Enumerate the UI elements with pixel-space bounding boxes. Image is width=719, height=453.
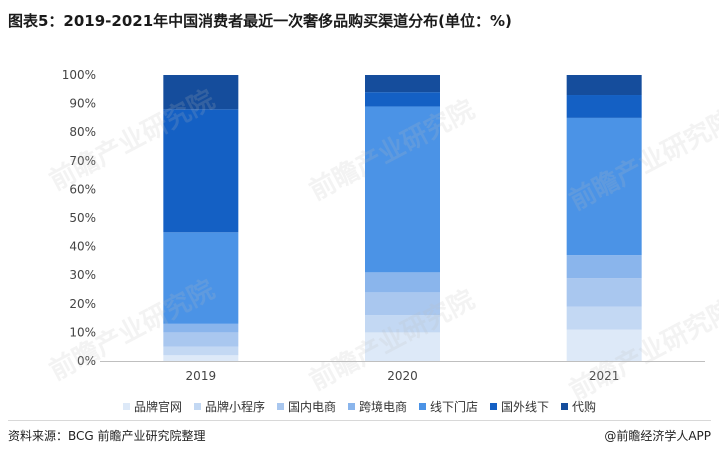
bar-segment	[365, 92, 440, 107]
legend-label: 国内电商	[287, 400, 336, 414]
x-tick-label: 2021	[589, 369, 620, 383]
legend-swatch	[347, 403, 355, 410]
bar-segment	[163, 232, 239, 324]
legend-swatch	[561, 403, 569, 410]
bar-segment	[365, 315, 440, 333]
legend-item: 代购	[561, 398, 596, 415]
y-tick-label: 60%	[69, 182, 96, 196]
y-tick-label: 40%	[69, 240, 96, 254]
y-tick-label: 10%	[69, 325, 96, 339]
source-note: 资料来源：BCG 前瞻产业研究院整理	[8, 429, 206, 443]
bar-segment	[566, 306, 642, 330]
x-tick-label: 2020	[387, 369, 418, 383]
x-tick-label: 2019	[186, 369, 217, 383]
publisher-credit: @前瞻经济学人APP	[604, 429, 711, 443]
bar-segment	[365, 292, 440, 316]
bar-segment	[566, 117, 642, 256]
bar-segment	[163, 332, 239, 347]
y-tick-label: 80%	[69, 125, 96, 139]
legend-item: 国内电商	[276, 398, 336, 415]
chart-title: 图表5：2019-2021年中国消费者最近一次奢侈品购买渠道分布(单位：%)	[8, 12, 512, 30]
bar-segment	[365, 75, 440, 93]
y-tick-label: 90%	[69, 97, 96, 111]
legend-label: 代购	[572, 400, 597, 414]
bar-segment	[566, 255, 642, 279]
legend-label: 跨境电商	[358, 400, 407, 414]
legend-label: 品牌小程序	[204, 400, 265, 414]
legend-swatch	[419, 403, 426, 410]
bar-segment	[163, 346, 239, 356]
y-tick-label: 70%	[69, 154, 96, 168]
y-tick-label: 30%	[69, 268, 96, 282]
legend-item: 跨境电商	[347, 398, 407, 415]
bar-segment	[163, 75, 239, 110]
bar-segment	[163, 355, 239, 361]
legend-item: 国外线下	[490, 398, 549, 415]
bar-segment	[365, 272, 440, 293]
bar-segment	[163, 109, 239, 233]
legend-swatch	[276, 403, 284, 410]
legend-swatch	[193, 403, 201, 410]
bar-segment	[566, 329, 642, 361]
legend-item: 线下门店	[419, 398, 478, 415]
legend-label: 线下门店	[430, 400, 479, 414]
y-tick-label: 50%	[69, 211, 96, 225]
y-tick-label: 0%	[77, 354, 96, 368]
footer-divider	[8, 420, 711, 421]
bar-segment	[163, 323, 239, 333]
legend-item: 品牌官网	[122, 398, 182, 415]
stacked-bar-chart: 0% 10% 20% 30% 40% 50% 60% 70% 80% 90% 100% 2019 202…	[62, 68, 705, 383]
legend-item: 品牌小程序	[193, 398, 265, 415]
legend-label: 品牌官网	[133, 400, 182, 414]
y-tick-label: 100%	[62, 68, 96, 82]
legend-label: 国外线下	[501, 400, 550, 414]
bar-segment	[365, 106, 440, 273]
legend: 品牌官网 品牌小程序 国内电商 跨境电商 线下门店 国外线下 代购	[0, 398, 719, 415]
legend-swatch	[122, 403, 130, 410]
y-tick-label: 20%	[69, 297, 96, 311]
bar-segment	[566, 75, 642, 96]
bar-segment	[566, 95, 642, 118]
legend-swatch	[490, 403, 498, 410]
bar-segment	[365, 332, 440, 361]
bar-segment	[566, 278, 642, 307]
